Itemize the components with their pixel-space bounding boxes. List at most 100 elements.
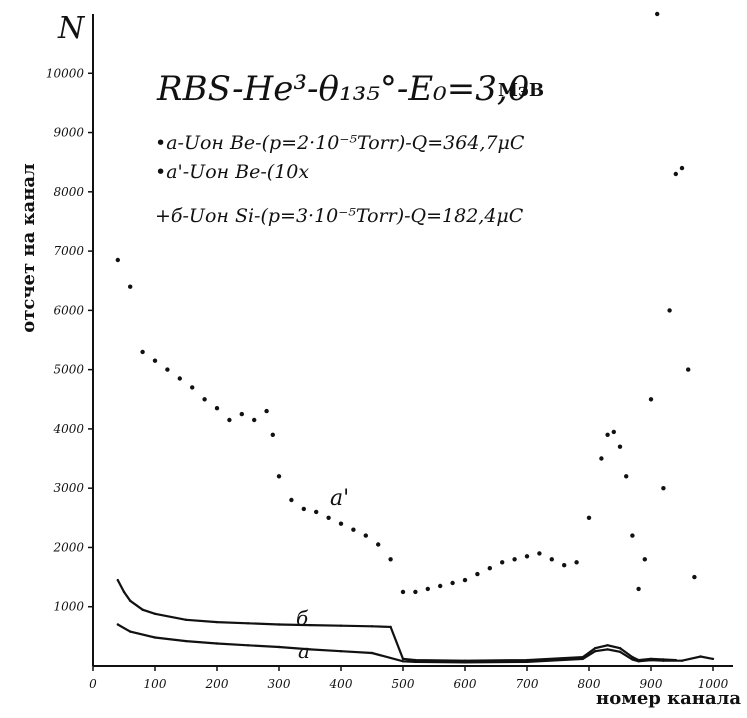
y-axis-symbol: N [57, 11, 86, 46]
series-0-point-17 [314, 509, 319, 515]
series-0-point-14 [276, 474, 282, 479]
series-0-point-34 [524, 554, 530, 559]
series-0-point-20 [351, 527, 356, 532]
series-2-point-12 [463, 661, 467, 664]
series-2-point-8 [339, 650, 343, 653]
legend-entry-a: •а-Uон Be-(p=2·10⁻⁵Torr)-Q=364,7μC [155, 132, 525, 154]
series-0-point-23 [388, 557, 393, 562]
series-2-point-24 [711, 657, 715, 661]
y-tick-label: 9000 [53, 126, 84, 140]
x-tick-label: 900 [640, 677, 663, 691]
series-2-point-20 [649, 658, 653, 662]
series-2-point-5 [246, 644, 250, 647]
x-tick-label: 700 [516, 677, 539, 691]
series-2-point-1 [129, 630, 132, 633]
series-0-point-54 [686, 367, 691, 372]
series-1-point-2 [129, 599, 132, 602]
series-0-point-31 [487, 566, 492, 571]
series-0-point-4 [165, 367, 170, 372]
series-2-point-11 [414, 660, 417, 664]
y-axis-label: отсчет на канал [18, 163, 39, 333]
series-line-2 [117, 623, 714, 664]
series-1-point-5 [184, 618, 188, 621]
series-0-point-19 [338, 521, 344, 526]
series-2-point-15 [594, 650, 597, 653]
series-0-point-2 [140, 349, 145, 355]
series-1-point-19 [606, 644, 609, 647]
series-1-point-18 [594, 647, 597, 650]
x-tick-label: 0 [89, 677, 97, 691]
series-0-point-27 [438, 583, 443, 589]
series-0-point-55 [692, 574, 697, 580]
series-0-point-15 [289, 497, 294, 503]
x-tick-label: 200 [205, 677, 229, 691]
series-0-point-1 [128, 284, 133, 289]
series-0-point-25 [413, 589, 418, 595]
y-tick-label: 5000 [53, 363, 84, 377]
x-tick-label: 100 [144, 677, 167, 691]
series-0-point-51 [667, 308, 672, 313]
series-0-point-3 [152, 358, 158, 363]
tick-group: 0 100 200 300 400 500 600 700 800 900 1000 1000 2000… [46, 66, 729, 691]
y-tick-label: 10000 [46, 66, 85, 80]
series-label-b: б [296, 606, 309, 630]
series-2-point-19 [637, 660, 640, 663]
series-1-point-4 [153, 612, 157, 615]
series-0-point-46 [636, 586, 641, 592]
legend-entry-a-prime: •а'-Uон Be-(10x [155, 161, 309, 183]
series-label-a-prime: а' [330, 486, 349, 511]
series-0-point-35 [537, 551, 542, 556]
series-0-point-32 [500, 560, 505, 565]
series-2-point-23 [699, 655, 702, 658]
series-0-point-7 [202, 397, 207, 402]
y-tick-label: 3000 [53, 481, 84, 495]
y-tick-label: 4000 [52, 422, 84, 436]
series-0-point-42 [611, 429, 616, 435]
series-1-point-0 [116, 578, 120, 582]
x-tick-label: 1000 [698, 677, 729, 691]
series-2-point-2 [153, 636, 157, 639]
series-2-point-9 [370, 651, 374, 655]
series-0-point-39 [586, 515, 592, 520]
series-0-point-9 [227, 417, 232, 423]
series-0-point-13 [270, 432, 275, 437]
series-0-point-6 [190, 385, 195, 390]
series-0-point-12 [264, 408, 269, 414]
y-tick-label: 6000 [53, 303, 84, 317]
series-1-point-14 [414, 658, 417, 662]
series-1-point-3 [141, 608, 144, 611]
series-0-point-11 [252, 417, 257, 423]
legend-entry-b: +б-Uон Si-(p=3·10⁻⁵Torr)-Q=182,4μC [155, 205, 524, 227]
series-group [115, 11, 715, 664]
series-1-point-10 [339, 624, 343, 627]
series-0-point-28 [450, 580, 455, 586]
series-0-point-48 [648, 397, 654, 402]
x-tick-label: 400 [329, 677, 353, 691]
series-0-point-29 [462, 577, 468, 583]
series-1-point-6 [215, 620, 219, 624]
series-1-point-21 [631, 655, 634, 659]
x-tick-label: 300 [268, 677, 291, 691]
series-0-point-45 [630, 533, 635, 538]
series-1-point-9 [308, 623, 312, 627]
series-0-point-5 [177, 376, 182, 381]
series-0-point-22 [376, 542, 381, 547]
series-2-point-16 [606, 648, 609, 651]
series-0-point-8 [214, 406, 220, 411]
series-0-point-37 [562, 563, 567, 568]
series-0-point-36 [549, 557, 554, 562]
series-0-point-50 [661, 486, 666, 491]
series-0-point-18 [326, 515, 331, 520]
series-2-point-21 [662, 659, 665, 662]
x-tick-label: 800 [578, 677, 601, 691]
series-2-point-13 [525, 660, 529, 664]
series-0-point-53 [679, 165, 685, 171]
series-2-point-0 [116, 623, 120, 626]
y-tick-label: 8000 [53, 185, 84, 199]
y-tick-label: 7000 [53, 244, 84, 258]
series-1-point-8 [277, 623, 281, 626]
series-1-point-20 [618, 647, 622, 650]
series-0-point-41 [605, 432, 610, 437]
